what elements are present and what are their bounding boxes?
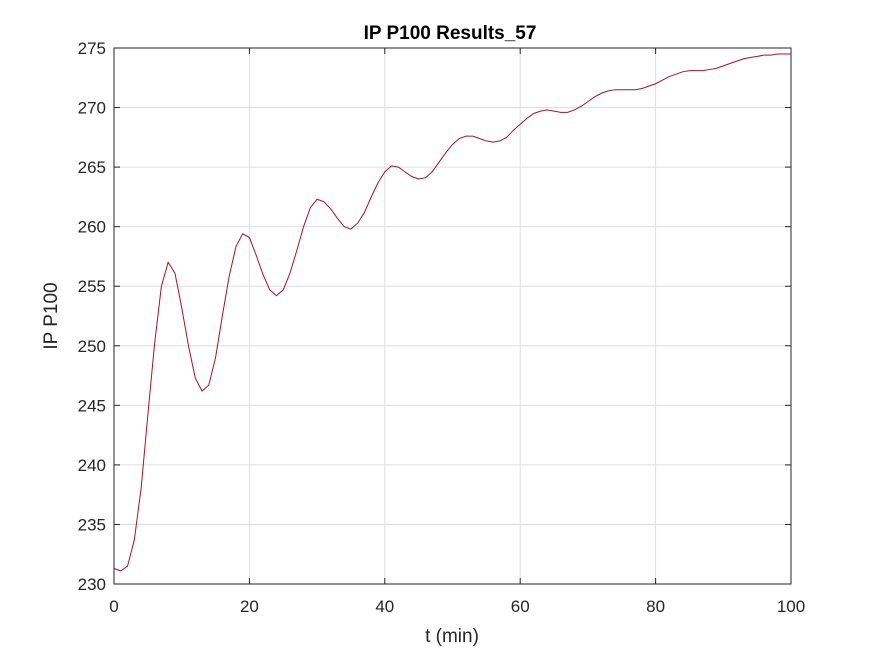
x-tick-label: 40 [375,597,394,616]
y-tick-label: 260 [78,218,106,237]
axis-ticks: 0 20 40 60 80 100 230 235 240 245 250 255 260 265 270 2… [78,39,806,616]
y-tick-label: 270 [78,99,106,118]
y-tick-label: 245 [78,396,106,415]
x-tick-label: 0 [109,597,118,616]
y-tick-label: 275 [78,39,106,58]
y-tick-label: 230 [78,575,106,594]
x-tick-label: 60 [511,597,530,616]
plot-area-frame [113,47,792,585]
y-tick-label: 265 [78,158,106,177]
series-group [113,53,791,572]
y-tick-label: 240 [78,456,106,475]
x-tick-label: 100 [777,597,805,616]
y-tick-label: 255 [78,277,106,296]
x-tick-label: 80 [646,597,665,616]
grid-lines [113,47,792,585]
chart-title: IP P100 Results_57 [364,23,537,44]
x-tick-label: 20 [240,597,259,616]
y-axis-label: IP P100 [41,282,62,349]
y-tick-label: 250 [78,337,106,356]
series-line [113,53,791,572]
x-axis-label: t (min) [425,626,479,647]
y-tick-label: 235 [78,515,106,534]
